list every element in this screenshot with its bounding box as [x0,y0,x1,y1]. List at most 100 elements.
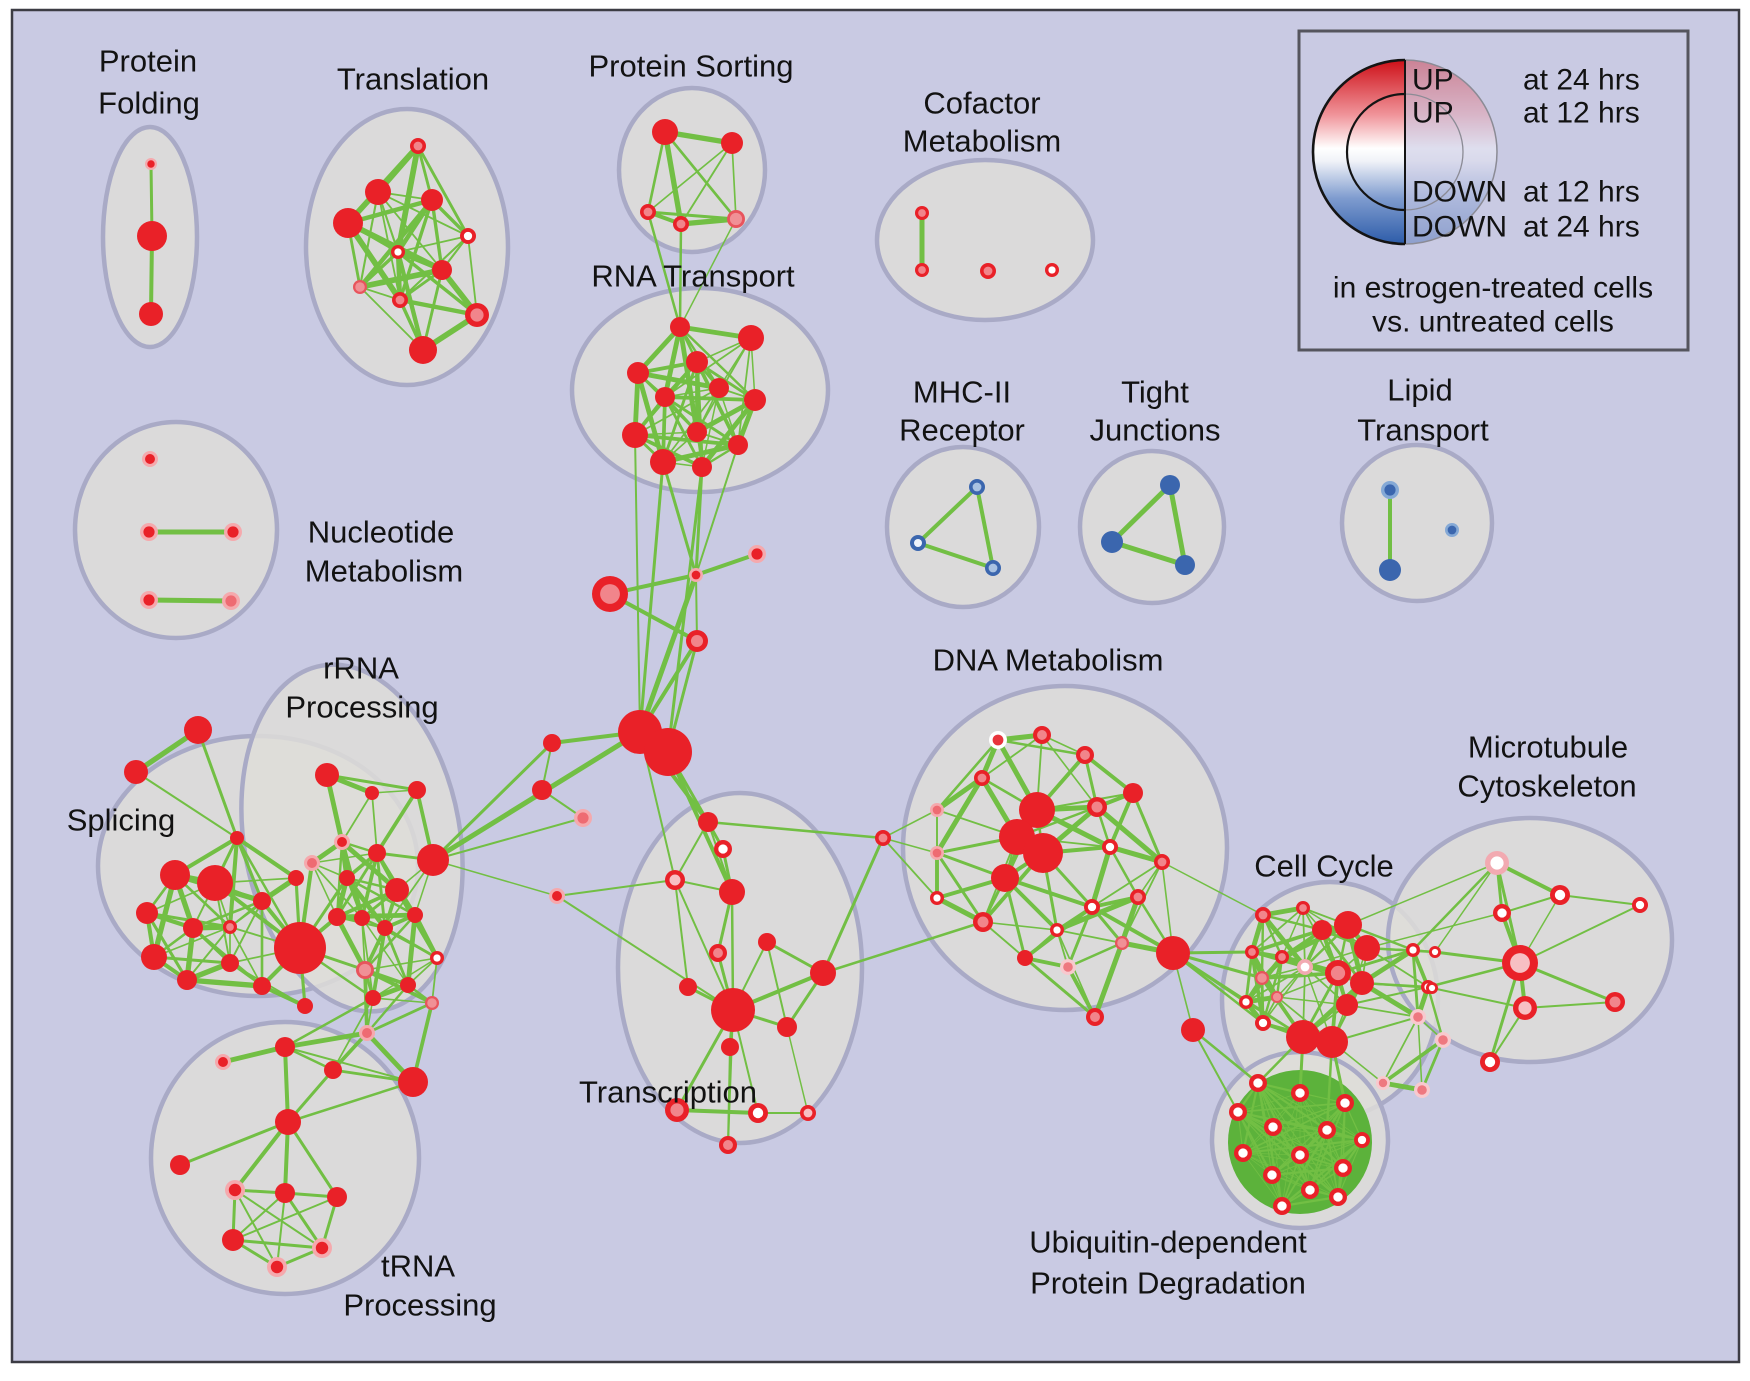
node-center-protein-folding [147,160,155,168]
cluster-ellipse-tight-junctions [1077,448,1227,606]
legend-inner-ring-right [1404,93,1464,211]
edge-tight-junctions [1109,539,1188,568]
node-center-ubiquitin-degradation [1238,1148,1248,1158]
edge-rrna-processing [284,1046,414,1083]
edge-translation [397,297,480,318]
node-center-transcription [752,1107,764,1119]
edge-rrna-processing [383,926,410,987]
node-center-rrna-processing [218,1057,228,1067]
edge-ubiquitin-degradation [1337,1102,1346,1198]
cluster-label-nucleotide-metabolism: Nucleotide [308,515,454,550]
edge-cell-cycle [1250,928,1324,954]
edge-dna-metabolism [1091,861,1163,908]
node-splicing [124,760,148,784]
node-center-transcription [713,948,723,958]
node-center-ubiquitin-degradation [1253,1078,1263,1088]
node-center-ubiquitin-degradation [1322,1125,1332,1135]
node-rna-transport [728,435,748,455]
node-center-translation [394,248,402,256]
edge-bridge [432,817,584,861]
node-center-trna-processing [315,1241,329,1255]
edge-bridge [1161,861,1264,916]
node-center-dna-metabolism [1063,962,1073,972]
node-dna-metabolism [1156,936,1190,970]
edge-rrna-processing [341,792,373,843]
edge-bridge [556,879,676,897]
edge-bridge [1191,1028,1260,1085]
node-center-splicing [226,923,234,931]
cluster-label-protein-folding: Protein [99,44,197,79]
edge-dna-metabolism [935,851,985,924]
edge-transcription [766,941,788,1028]
edge-bridge [821,920,985,975]
legend-outer-ring-right [1404,59,1498,245]
node-center-ubiquitin-degradation [1295,1088,1305,1098]
node-protein-sorting [721,132,743,154]
node-transcription [698,812,718,832]
edge-bridge [286,1080,415,1124]
node-splicing [253,892,271,910]
edge-trna-processing [232,1192,286,1241]
edge-cell-cycle [1411,948,1420,1019]
edge-rrna-processing [325,773,419,792]
node-center-spine [751,548,763,560]
node-transcription [679,978,697,996]
cluster-label-microtubule-cytoskeleton: Cytoskeleton [1457,769,1636,804]
edge-bridge [1172,952,1304,1038]
node-transcription [719,879,745,905]
node-splicing [197,865,233,901]
edge-ubiquitin-degradation [1256,1081,1284,1208]
cluster-label-mhc-ii-receptor: Receptor [899,413,1025,448]
node-translation [333,208,363,238]
node-center-cell-cycle [1413,1012,1423,1022]
node-center-ubiquitin-degradation [1267,1170,1277,1180]
edge-tight-junctions [1167,482,1188,568]
edge-dna-metabolism [1066,941,1124,969]
edge-rna-transport [694,397,758,435]
node-protein-sorting [652,119,678,145]
node-center-dna-metabolism [1157,857,1167,867]
edge-rrna-processing [375,788,419,855]
node-splicing [184,716,212,744]
cluster-label-microtubule-cytoskeleton: Microtubule [1468,730,1628,765]
node-center-cofactor-metabolism [918,266,926,274]
edge-microtubule-cytoskeleton [1501,894,1561,914]
node-rna-transport [650,449,676,475]
edge-rrna-processing [412,912,440,961]
node-center-lipid-transport [1447,525,1457,535]
node-center-mhc-ii-receptor [988,563,998,573]
node-trna-processing [222,1229,244,1251]
cluster-label-tight-junctions: Tight [1121,375,1189,410]
node-center-translation [355,282,365,292]
node-center-translation [395,295,405,305]
edge-translation [357,267,445,290]
node-center-dna-metabolism [932,805,942,815]
edge-rrna-processing [220,1044,288,1065]
edge-ubiquitin-degradation [1309,1102,1346,1191]
cluster-label-mhc-ii-receptor: MHC-II [913,375,1011,410]
node-center-dna-metabolism [1053,926,1061,934]
node-rrna-processing [408,781,426,799]
node-center-trna-processing [228,1183,242,1197]
node-transcription [721,1038,739,1056]
edge-cell-cycle [1261,913,1324,932]
node-spine [543,734,561,752]
node-center-spine [552,891,562,901]
edge-dna-metabolism [934,775,985,813]
node-cell-cycle [1334,911,1362,939]
node-center-transcription [723,1140,733,1150]
edge-rrna-processing [360,851,379,920]
edge-ubiquitin-degradation [1280,1138,1364,1208]
node-protein-folding [137,221,167,251]
node-center-nucleotide-metabolism [225,595,237,607]
edge-trna-processing [234,1189,278,1268]
edge-splicing [153,926,231,958]
cluster-label-lipid-transport: Lipid [1387,373,1453,408]
edge-spine [695,574,698,642]
node-center-ubiquitin-degradation [1277,1201,1287,1211]
edge-bridge [706,820,885,840]
edge-splicing [191,899,264,930]
edge-ubiquitin-degradation [1236,1110,1274,1177]
node-center-rrna-processing [358,963,372,977]
